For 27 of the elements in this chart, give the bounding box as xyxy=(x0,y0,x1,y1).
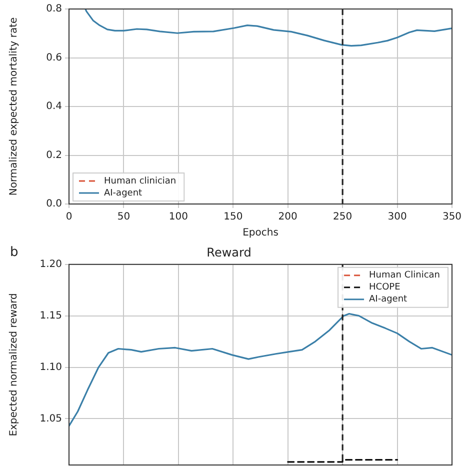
y-tick-label: 1.15 xyxy=(40,310,62,322)
x-tick-label: 0 xyxy=(66,212,72,223)
x-tick-label: 100 xyxy=(168,212,188,223)
text: b xyxy=(10,244,18,260)
y-tick-label: 0.0 xyxy=(46,198,62,210)
legend-label: HCOPE xyxy=(369,282,401,293)
y-axis-title: Expected normalized reward xyxy=(8,293,20,436)
y-tick-label: 0.6 xyxy=(46,52,62,64)
y-tick-label: 0.2 xyxy=(46,150,62,161)
y-tick-label: 1.05 xyxy=(40,413,62,424)
chart-title: Reward xyxy=(206,245,252,260)
y-tick-label: 0.4 xyxy=(46,101,62,112)
y-tick-label: 1.20 xyxy=(40,258,62,270)
legend-label: Human Clinican xyxy=(369,270,440,281)
y-tick-label: 1.10 xyxy=(40,362,62,373)
x-axis-title: Epochs xyxy=(242,228,278,239)
x-tick-label: 200 xyxy=(278,212,298,223)
legend-label: Human clinician xyxy=(104,176,176,186)
x-tick-label: 300 xyxy=(388,212,407,223)
legend-label: AI-agent xyxy=(369,294,408,305)
x-tick-label: 350 xyxy=(442,212,462,223)
x-tick-label: 250 xyxy=(333,212,352,223)
y-axis-title: Normalized expected mortality rate xyxy=(8,17,20,196)
legend-label: AI-agent xyxy=(104,188,143,198)
x-tick-label: 50 xyxy=(117,212,130,223)
y-tick-label: 0.8 xyxy=(46,4,62,15)
x-tick-label: 150 xyxy=(224,212,243,223)
